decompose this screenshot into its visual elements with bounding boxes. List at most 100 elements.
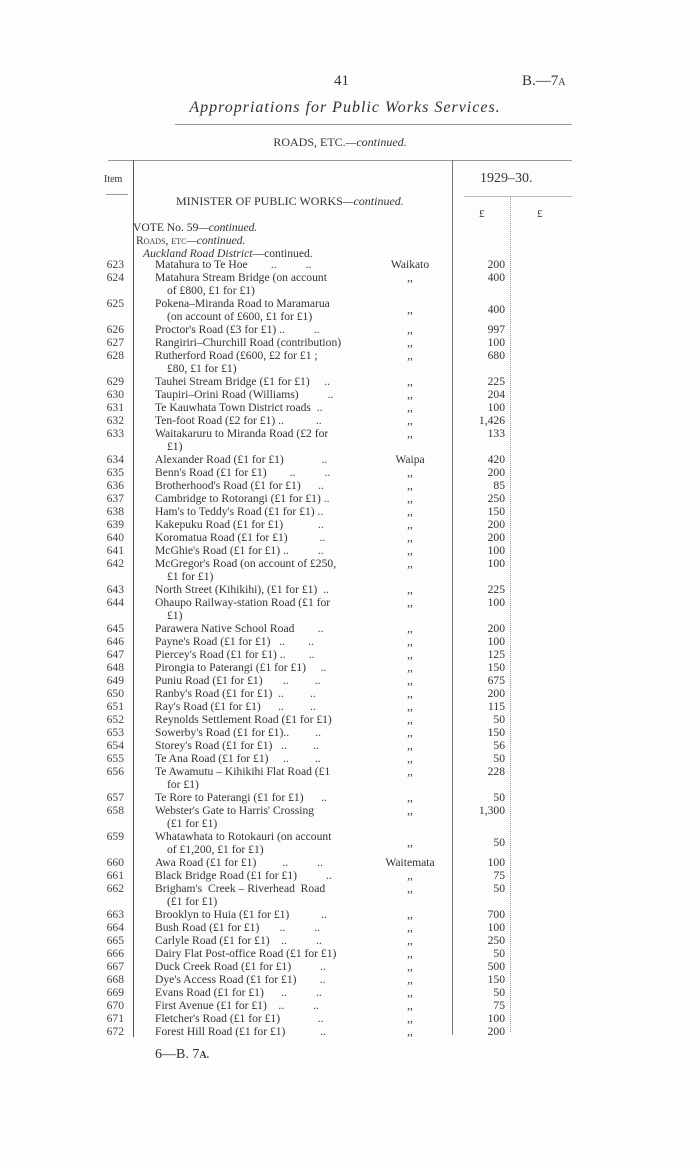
item-number: 657 xyxy=(106,791,124,804)
subtitle-continued: —continued. xyxy=(345,135,407,149)
minister-heading: MINISTER OF PUBLIC WORKS—continued. xyxy=(176,194,404,209)
district-heading-continued: —continued. xyxy=(252,247,313,260)
section-subtitle: ROADS, ETC.—continued. xyxy=(0,135,680,150)
item-description: Te Awamutu – Kihikihi Flat Road (£1 xyxy=(155,765,331,778)
item-description-continued: £80, £1 for £1) xyxy=(167,362,237,375)
page-title: Appropriations for Public Works Services… xyxy=(189,99,501,116)
item-description: Proctor's Road (£3 for £1) .. .. xyxy=(155,323,320,336)
item-description: Dairy Flat Post-office Road (£1 for £1) xyxy=(155,947,337,960)
amount: 75 xyxy=(493,999,505,1012)
district-name: ,, xyxy=(407,765,413,778)
item-description: Duck Creek Road (£1 for £1) .. xyxy=(155,960,326,973)
amount: 115 xyxy=(488,700,505,713)
amount: 200 xyxy=(487,622,505,635)
signature-text: 6—B. 7 xyxy=(155,1047,200,1062)
item-number: 660 xyxy=(106,856,124,869)
item-description: Pirongia to Paterangi (£1 for £1) .. xyxy=(155,661,327,674)
signature-suffix: A. xyxy=(199,1050,210,1061)
district-name: ,, xyxy=(407,518,413,531)
district-name: ,, xyxy=(407,414,413,427)
amount: 225 xyxy=(487,375,505,388)
item-number: 653 xyxy=(106,726,124,739)
item-number: 641 xyxy=(106,544,124,557)
item-description: Ten-foot Road (£2 for £1) .. .. xyxy=(155,414,322,427)
district-name: ,, xyxy=(407,336,413,349)
item-column-header: Item xyxy=(104,174,123,185)
item-description: Taupiri–Orini Road (Williams) .. xyxy=(155,388,334,401)
section-heading: Roads, etc—continued. xyxy=(136,234,245,247)
item-description: Storey's Road (£1 for £1) .. .. xyxy=(155,739,319,752)
item-number: 670 xyxy=(106,999,124,1012)
district-name: ,, xyxy=(407,401,413,414)
district-name: ,, xyxy=(407,882,413,895)
item-description: First Avenue (£1 for £1) .. .. xyxy=(155,999,320,1012)
item-description: Te Rore to Paterangi (£1 for £1) .. xyxy=(155,791,327,804)
district-heading: Auckland Road District—continued. xyxy=(143,247,313,260)
item-number: 656 xyxy=(106,765,124,778)
amount: 50 xyxy=(493,882,505,895)
amount: 150 xyxy=(487,661,505,674)
year-header-rule xyxy=(464,196,572,197)
amount: 133 xyxy=(487,427,505,440)
amount: 997 xyxy=(487,323,505,336)
amount: 50 xyxy=(493,947,505,960)
amount: 75 xyxy=(493,869,505,882)
amount: 225 xyxy=(487,583,505,596)
item-description: Te Ana Road (£1 for £1) .. .. xyxy=(155,752,321,765)
page-number: 41 xyxy=(334,73,349,89)
amount: 400 xyxy=(487,303,505,316)
district-name: Waikato xyxy=(390,258,430,271)
item-number: 644 xyxy=(106,596,124,609)
currency-label-2: £ xyxy=(537,208,543,220)
item-description: Carlyle Road (£1 for £1) .. .. xyxy=(155,934,322,947)
item-description: Tauhei Stream Bridge (£1 for £1) .. xyxy=(155,375,330,388)
item-description: Dye's Access Road (£1 for £1) .. xyxy=(155,973,326,986)
item-number: 628 xyxy=(106,349,124,362)
district-name: ,, xyxy=(407,635,413,648)
item-number: 654 xyxy=(106,739,124,752)
amount: 150 xyxy=(487,726,505,739)
amount: 228 xyxy=(487,765,505,778)
amount: 100 xyxy=(487,401,505,414)
amount: 200 xyxy=(487,518,505,531)
item-number: 630 xyxy=(106,388,124,401)
amount: 100 xyxy=(487,557,505,570)
section-continued: —continued. xyxy=(186,234,246,247)
item-number: 636 xyxy=(106,479,124,492)
district-name: ,, xyxy=(407,375,413,388)
item-description: Alexander Road (£1 for £1) .. xyxy=(155,453,328,466)
district-name: ,, xyxy=(407,531,413,544)
item-number: 667 xyxy=(106,960,124,973)
district-name: ,, xyxy=(407,479,413,492)
amount: 200 xyxy=(487,1025,505,1038)
item-description: Ohaupo Railway-station Road (£1 for xyxy=(155,596,331,609)
minister-continued: —continued. xyxy=(342,194,404,208)
item-description: McGregor's Road (on account of £250, xyxy=(155,557,337,570)
amount: 125 xyxy=(487,648,505,661)
title-rule xyxy=(175,124,572,125)
amount: 56 xyxy=(493,739,505,752)
item-description-continued: £1) xyxy=(167,440,183,453)
subtitle-main: ROADS, ETC. xyxy=(273,135,346,149)
item-number: 661 xyxy=(106,869,124,882)
vote-continued: —continued. xyxy=(198,221,258,234)
amount: 150 xyxy=(487,505,505,518)
item-header-rule xyxy=(106,194,128,195)
district-name: Waitemata xyxy=(385,856,435,869)
amount: 204 xyxy=(487,388,505,401)
item-number: 633 xyxy=(106,427,124,440)
amount: 1,300 xyxy=(478,804,505,817)
amount: 100 xyxy=(487,336,505,349)
item-description: Evans Road (£1 for £1) .. .. xyxy=(155,986,322,999)
district-name: ,, xyxy=(407,557,413,570)
amount: 50 xyxy=(493,836,505,849)
item-description: Black Bridge Road (£1 for £1) .. xyxy=(155,869,332,882)
item-description: Awa Road (£1 for £1) .. .. xyxy=(155,856,323,869)
item-description: Koromatua Road (£1 for £1) .. xyxy=(155,531,326,544)
item-description-continued: of £800, £1 for £1) xyxy=(167,284,255,297)
document-reference: B.—7A xyxy=(522,73,566,90)
item-description-continued: (£1 for £1) xyxy=(167,895,218,908)
item-number: 668 xyxy=(106,973,124,986)
item-number: 655 xyxy=(106,752,124,765)
item-description: Benn's Road (£1 for £1) .. .. xyxy=(155,466,331,479)
